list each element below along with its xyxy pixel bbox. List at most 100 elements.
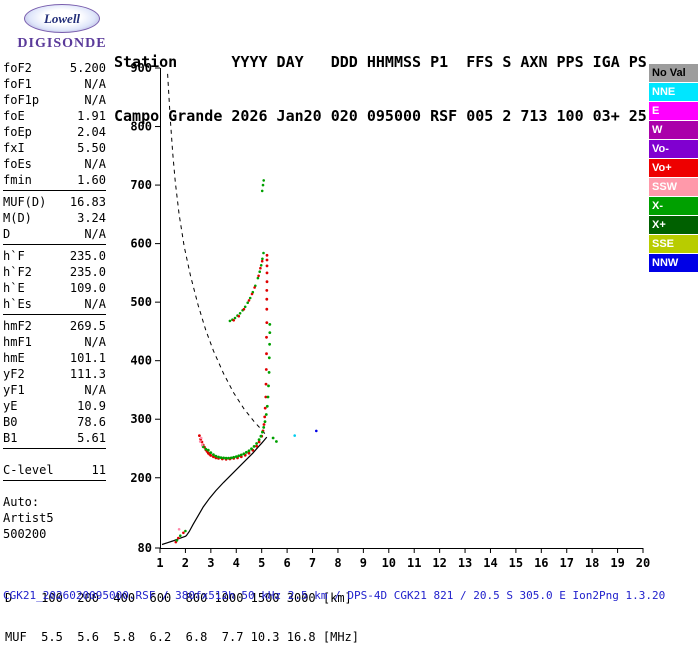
param-row-hf2: h`F2 235.0 bbox=[3, 264, 106, 280]
param-label: Artist5 bbox=[3, 511, 54, 525]
dmuf-line-muf: MUF 5.5 5.6 5.8 6.2 6.8 7.7 10.3 16.8 [M… bbox=[5, 630, 360, 644]
param-value: 111.3 bbox=[69, 367, 106, 381]
y-axis: 80 200 300 400 500 600 700 800 900 bbox=[130, 61, 161, 555]
svg-text:6: 6 bbox=[283, 556, 290, 570]
param-value: 235.0 bbox=[69, 249, 106, 263]
param-label: foE bbox=[3, 109, 25, 123]
separator-line bbox=[3, 314, 106, 315]
param-label: h`F2 bbox=[3, 265, 32, 279]
parameter-panel: foF2 5.200 foF1 N/A foF1p N/A foE 1.91 foEp 2.04 f… bbox=[3, 60, 106, 542]
param-group: C-level 11 bbox=[3, 462, 106, 478]
param-row-fof1p: foF1p N/A bbox=[3, 92, 106, 108]
param-row-hf: h`F 235.0 bbox=[3, 248, 106, 264]
param-value: 11 bbox=[91, 463, 106, 477]
series-second-hop-green bbox=[228, 179, 266, 323]
svg-text:16: 16 bbox=[534, 556, 548, 570]
legend-item-nne: NNE bbox=[649, 83, 698, 101]
param-label: foEp bbox=[3, 125, 32, 139]
legend-item-sse: SSE bbox=[649, 235, 698, 253]
param-group: h`F 235.0 h`F2 235.0 h`E 109.0 h`Es N/A bbox=[3, 248, 106, 312]
svg-text:19: 19 bbox=[610, 556, 624, 570]
param-row-foe: foE 1.91 bbox=[3, 108, 106, 124]
param-value: N/A bbox=[84, 297, 106, 311]
svg-text:14: 14 bbox=[483, 556, 497, 570]
param-value: 5.50 bbox=[77, 141, 106, 155]
param-label: foF1p bbox=[3, 93, 40, 107]
svg-text:5: 5 bbox=[258, 556, 265, 570]
legend-item-w: W bbox=[649, 121, 698, 139]
svg-text:15: 15 bbox=[509, 556, 523, 570]
param-value: 269.5 bbox=[69, 319, 106, 333]
param-label: fmin bbox=[3, 173, 32, 187]
param-row-auto: Auto: bbox=[3, 494, 106, 510]
svg-text:11: 11 bbox=[407, 556, 421, 570]
legend-item-x-: X- bbox=[649, 197, 698, 215]
header-block: Station YYYY DAY DDD HHMMSS P1 FFS S AXN… bbox=[114, 17, 647, 143]
digisonde-logo: Lowell DIGISONDE bbox=[6, 4, 118, 52]
legend-item-e: E bbox=[649, 102, 698, 120]
svg-text:900: 900 bbox=[130, 61, 152, 75]
svg-text:17: 17 bbox=[560, 556, 574, 570]
param-label: MUF(D) bbox=[3, 195, 47, 209]
param-row-foep: foEp 2.04 bbox=[3, 124, 106, 140]
param-row-fof1: foF1 N/A bbox=[3, 76, 106, 92]
svg-text:4: 4 bbox=[233, 556, 240, 570]
x-axis: 1 2 3 4 5 6 7 8 9 10 11 12 13 14 15 16 17 18 19 20 bbox=[156, 548, 650, 570]
svg-text:12: 12 bbox=[432, 556, 446, 570]
param-label: B1 bbox=[3, 431, 18, 445]
separator-line bbox=[3, 244, 106, 245]
legend-item-x+: X+ bbox=[649, 216, 698, 234]
status-bar: CGK21_2026020095000.RSF / 380fx512h 50 k… bbox=[3, 589, 666, 602]
svg-text:13: 13 bbox=[458, 556, 472, 570]
param-value: N/A bbox=[84, 383, 106, 397]
param-value: 1.91 bbox=[77, 109, 106, 123]
param-label: foEs bbox=[3, 157, 32, 171]
ionogram-app: { "logo": {"oval_text": "Lowell", "name"… bbox=[3, 4, 698, 644]
param-label: B0 bbox=[3, 415, 18, 429]
param-label: h`F bbox=[3, 249, 25, 263]
svg-text:18: 18 bbox=[585, 556, 599, 570]
param-row-500200: 500200 bbox=[3, 526, 106, 542]
param-label: M(D) bbox=[3, 211, 32, 225]
param-group: Auto: Artist5 500200 bbox=[3, 494, 106, 542]
svg-text:2: 2 bbox=[182, 556, 189, 570]
param-label: D bbox=[3, 227, 11, 241]
param-label: Auto: bbox=[3, 495, 40, 509]
series-muf-transmission-curve bbox=[167, 73, 266, 435]
series-stray-blue bbox=[315, 429, 318, 433]
param-label: C-level bbox=[3, 463, 54, 477]
svg-text:1: 1 bbox=[156, 556, 163, 570]
param-row-he: h`E 109.0 bbox=[3, 280, 106, 296]
param-row-yf1: yF1 N/A bbox=[3, 382, 106, 398]
dmuf-table: D 100 200 400 600 800 1000 1500 3000 [km… bbox=[5, 566, 359, 657]
svg-text:500: 500 bbox=[130, 295, 152, 309]
series-stray-cyan bbox=[293, 434, 297, 437]
param-row-yf2: yF2 111.3 bbox=[3, 366, 106, 382]
param-group: foF2 5.200 foF1 N/A foF1p N/A foE 1.91 foEp 2.04 f… bbox=[3, 60, 106, 188]
digisonde-logo-text: DIGISONDE bbox=[17, 36, 107, 51]
legend-item-ssw: SSW bbox=[649, 178, 698, 196]
svg-text:800: 800 bbox=[130, 120, 152, 134]
param-value: 101.1 bbox=[69, 351, 106, 365]
param-value: 3.24 bbox=[77, 211, 106, 225]
series-second-hop-red bbox=[232, 259, 264, 322]
param-label: fxI bbox=[3, 141, 25, 155]
param-value: 235.0 bbox=[69, 265, 106, 279]
svg-text:3: 3 bbox=[207, 556, 214, 570]
header-line-columns: Station YYYY DAY DDD HHMMSS P1 FFS S AXN… bbox=[114, 53, 647, 71]
param-row-d: D N/A bbox=[3, 226, 106, 242]
param-row-artist5: Artist5 bbox=[3, 510, 106, 526]
legend-item-nnw: NNW bbox=[649, 254, 698, 272]
param-row-hme: hmE 101.1 bbox=[3, 350, 106, 366]
param-value: N/A bbox=[84, 77, 106, 91]
param-row-fxi: fxI 5.50 bbox=[3, 140, 106, 156]
svg-text:7: 7 bbox=[309, 556, 316, 570]
param-value: N/A bbox=[84, 157, 106, 171]
svg-text:8: 8 bbox=[334, 556, 341, 570]
param-row-fmin: fmin 1.60 bbox=[3, 172, 106, 188]
param-label: 500200 bbox=[3, 527, 47, 541]
param-row-clevel: C-level 11 bbox=[3, 462, 106, 478]
svg-text:80: 80 bbox=[138, 541, 152, 555]
param-row-foes: foEs N/A bbox=[3, 156, 106, 172]
legend-item-noval: No Val bbox=[649, 64, 698, 82]
